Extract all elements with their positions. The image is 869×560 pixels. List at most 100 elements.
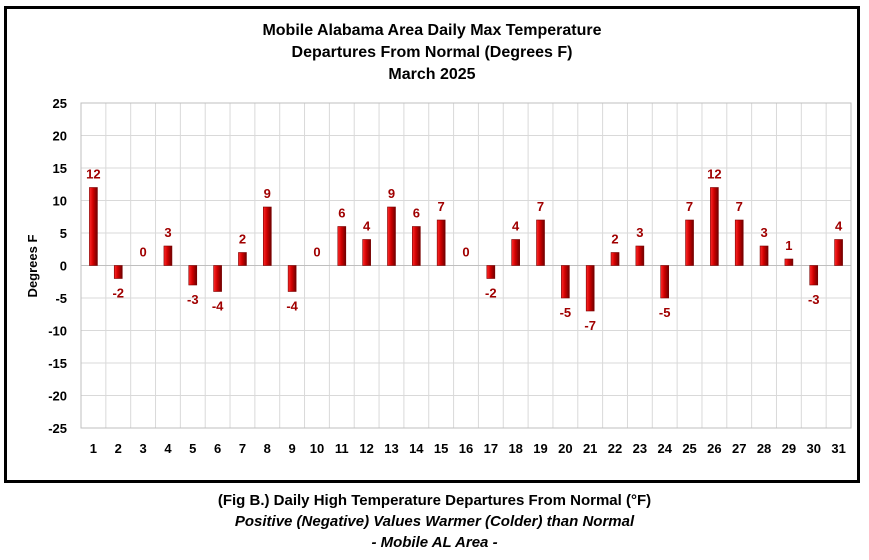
x-tick-label: 3 [139, 441, 146, 456]
y-tick-label: 20 [53, 129, 67, 144]
y-tick-label: 10 [53, 194, 67, 209]
y-tick-label: -25 [48, 421, 67, 436]
y-tick-label: 0 [60, 259, 67, 274]
x-tick-label: 10 [310, 441, 324, 456]
data-label: 4 [835, 219, 843, 234]
data-label: 4 [363, 219, 371, 234]
x-tick-label: 7 [239, 441, 246, 456]
x-tick-label: 8 [264, 441, 271, 456]
bar [89, 187, 98, 266]
data-label: -7 [584, 318, 596, 333]
data-label: -4 [212, 299, 224, 314]
data-label: -2 [112, 286, 124, 301]
x-tick-label: 4 [164, 441, 172, 456]
y-tick-label: 5 [60, 226, 67, 241]
data-label: 12 [707, 167, 721, 182]
plot-area: 2520151050-5-10-15-20-25121-220334-35-46… [48, 96, 852, 456]
data-label: 1 [785, 238, 792, 253]
x-tick-label: 13 [384, 441, 398, 456]
bar [188, 265, 198, 286]
data-label: 6 [413, 206, 420, 221]
y-axis-label: Degrees F [25, 235, 40, 298]
x-tick-label: 17 [484, 441, 498, 456]
data-label: 3 [164, 225, 171, 240]
x-tick-label: 14 [409, 441, 424, 456]
x-tick-label: 28 [757, 441, 771, 456]
x-tick-label: 22 [608, 441, 622, 456]
data-label: -2 [485, 286, 497, 301]
data-label: -3 [187, 292, 199, 307]
data-label: -5 [659, 305, 671, 320]
data-label: 4 [512, 219, 520, 234]
x-tick-label: 16 [459, 441, 473, 456]
data-label: 2 [611, 232, 618, 247]
data-label: 3 [636, 225, 643, 240]
y-tick-label: 25 [53, 96, 67, 111]
data-label: 0 [462, 245, 469, 260]
x-tick-label: 5 [189, 441, 196, 456]
x-tick-label: 27 [732, 441, 746, 456]
bar [113, 265, 123, 279]
x-tick-label: 26 [707, 441, 721, 456]
y-tick-label: -20 [48, 389, 67, 404]
bar [412, 226, 421, 266]
data-label: -5 [560, 305, 572, 320]
x-tick-label: 31 [831, 441, 845, 456]
x-tick-label: 21 [583, 441, 597, 456]
y-tick-label: -5 [55, 291, 67, 306]
bar [561, 265, 570, 299]
bar [511, 239, 520, 266]
bar [834, 239, 843, 266]
x-tick-label: 18 [508, 441, 522, 456]
data-label: 2 [239, 232, 246, 247]
bar [710, 187, 719, 266]
bar [660, 265, 670, 299]
x-tick-label: 19 [533, 441, 547, 456]
bar [809, 265, 819, 286]
bar [436, 219, 446, 266]
x-tick-label: 9 [289, 441, 296, 456]
data-label: 0 [313, 245, 320, 260]
bar [784, 258, 794, 266]
bar [635, 245, 645, 266]
x-tick-label: 30 [807, 441, 821, 456]
x-tick-label: 12 [359, 441, 373, 456]
x-tick-label: 6 [214, 441, 221, 456]
data-label: 7 [736, 199, 743, 214]
x-tick-label: 2 [115, 441, 122, 456]
caption-line-2: Positive (Negative) Values Warmer (Colde… [234, 513, 635, 530]
bar [238, 252, 247, 266]
data-label: 7 [686, 199, 693, 214]
y-tick-label: 15 [53, 161, 67, 176]
data-label: 12 [86, 167, 100, 182]
x-tick-label: 11 [335, 441, 349, 456]
figure-caption: (Fig B.) Daily High Temperature Departur… [0, 490, 869, 553]
data-label: 0 [139, 245, 146, 260]
bar [585, 265, 595, 312]
x-tick-label: 23 [633, 441, 647, 456]
caption-line-1: (Fig B.) Daily High Temperature Departur… [217, 492, 652, 509]
bar [287, 265, 297, 292]
bar [213, 265, 222, 292]
x-tick-label: 1 [90, 441, 97, 456]
x-tick-label: 15 [434, 441, 448, 456]
data-label: 6 [338, 206, 345, 221]
bar [536, 219, 545, 266]
data-label: 7 [438, 199, 445, 214]
y-tick-label: -15 [48, 356, 67, 371]
data-label: -3 [808, 292, 820, 307]
caption-line-3: - Mobile AL Area - [371, 534, 498, 551]
bar [685, 219, 694, 266]
bar [262, 206, 272, 266]
bar [362, 239, 371, 266]
chart-title-line-3: March 2025 [388, 66, 475, 83]
data-label: -4 [286, 299, 298, 314]
data-label: 9 [388, 186, 395, 201]
y-tick-label: -10 [48, 324, 67, 339]
bar [734, 219, 744, 266]
data-label: 3 [760, 225, 767, 240]
x-tick-label: 25 [682, 441, 696, 456]
x-tick-label: 20 [558, 441, 572, 456]
bar [387, 206, 396, 266]
